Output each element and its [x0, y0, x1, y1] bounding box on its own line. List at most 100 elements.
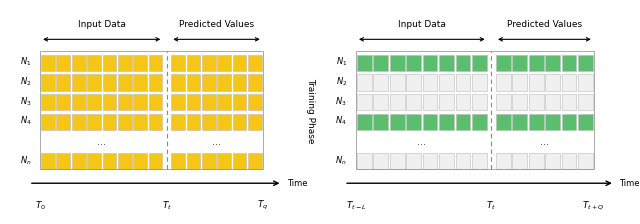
Text: $T_{t+Q}$: $T_{t+Q}$ [582, 199, 605, 212]
Text: Predicted Values: Predicted Values [179, 20, 254, 30]
Bar [118, 114, 132, 130]
Bar [102, 153, 116, 169]
Bar [529, 74, 543, 90]
Bar [133, 94, 147, 110]
Bar [578, 74, 593, 90]
Bar [439, 55, 454, 71]
Bar [357, 94, 372, 110]
Bar [187, 114, 200, 130]
Bar [218, 114, 231, 130]
Bar [390, 55, 404, 71]
Text: $N_3$: $N_3$ [335, 95, 347, 108]
Bar [102, 74, 116, 90]
Bar [472, 94, 486, 110]
Bar [218, 74, 231, 90]
Bar [373, 74, 388, 90]
Legend: Variable Subset, Missing Variables: Variable Subset, Missing Variables [298, 0, 484, 1]
Bar [171, 153, 185, 169]
Bar [373, 114, 388, 130]
Bar [373, 94, 388, 110]
Bar [472, 74, 486, 90]
Bar [87, 94, 101, 110]
Bar [373, 55, 388, 71]
Text: $N_n$: $N_n$ [20, 154, 32, 167]
Bar [148, 94, 163, 110]
Bar [545, 55, 560, 71]
Bar [529, 94, 543, 110]
Bar [406, 114, 421, 130]
Bar [248, 114, 262, 130]
Bar [529, 55, 543, 71]
Bar [562, 74, 577, 90]
Text: Input Data: Input Data [398, 20, 446, 30]
Bar [406, 153, 421, 169]
Bar [406, 94, 421, 110]
Bar [578, 153, 593, 169]
Bar [578, 114, 593, 130]
Bar [406, 55, 421, 71]
Bar [41, 55, 55, 71]
Text: $N_2$: $N_2$ [335, 75, 347, 88]
Bar [218, 55, 231, 71]
Text: ...: ... [540, 137, 549, 147]
Text: $N_1$: $N_1$ [336, 56, 347, 68]
Bar [41, 94, 55, 110]
Bar [56, 74, 70, 90]
Bar [233, 153, 246, 169]
Bar [72, 94, 86, 110]
Bar [357, 153, 372, 169]
Bar [390, 74, 404, 90]
Bar [529, 114, 543, 130]
Text: $N_1$: $N_1$ [20, 56, 32, 68]
Bar [578, 94, 593, 110]
Text: Predicted Values: Predicted Values [507, 20, 582, 30]
Bar [41, 74, 55, 90]
Text: Training Phase: Training Phase [306, 78, 315, 143]
Text: $T_0$: $T_0$ [35, 199, 45, 211]
Bar [456, 153, 470, 169]
Text: Time: Time [620, 179, 640, 188]
Text: $N_n$: $N_n$ [335, 154, 347, 167]
Bar [562, 55, 577, 71]
Bar [202, 153, 216, 169]
Bar [133, 55, 147, 71]
Bar [373, 153, 388, 169]
Text: $N_3$: $N_3$ [20, 95, 32, 108]
Bar [171, 114, 185, 130]
Bar [390, 94, 404, 110]
Text: $T_{t-L}$: $T_{t-L}$ [346, 199, 367, 211]
Bar [102, 55, 116, 71]
Bar [118, 74, 132, 90]
Text: $N_2$: $N_2$ [20, 75, 32, 88]
Bar [423, 55, 437, 71]
Bar [496, 94, 511, 110]
Bar [545, 94, 560, 110]
Text: ...: ... [212, 137, 221, 147]
Bar [202, 74, 216, 90]
Bar [406, 74, 421, 90]
Bar [439, 114, 454, 130]
Bar [496, 74, 511, 90]
Bar [456, 55, 470, 71]
Bar [472, 114, 486, 130]
Bar [171, 74, 185, 90]
Bar [390, 153, 404, 169]
Legend: All data: All data [0, 0, 40, 1]
Bar [102, 94, 116, 110]
Bar [513, 114, 527, 130]
Bar [545, 74, 560, 90]
Bar [248, 153, 262, 169]
Bar [118, 55, 132, 71]
Bar [187, 55, 200, 71]
Bar [513, 94, 527, 110]
Bar [118, 94, 132, 110]
Bar [423, 114, 437, 130]
Bar [357, 55, 372, 71]
Bar [87, 114, 101, 130]
Bar [202, 114, 216, 130]
Bar [40, 51, 262, 169]
Bar [439, 74, 454, 90]
Bar [496, 114, 511, 130]
Bar [72, 74, 86, 90]
Bar [171, 55, 185, 71]
